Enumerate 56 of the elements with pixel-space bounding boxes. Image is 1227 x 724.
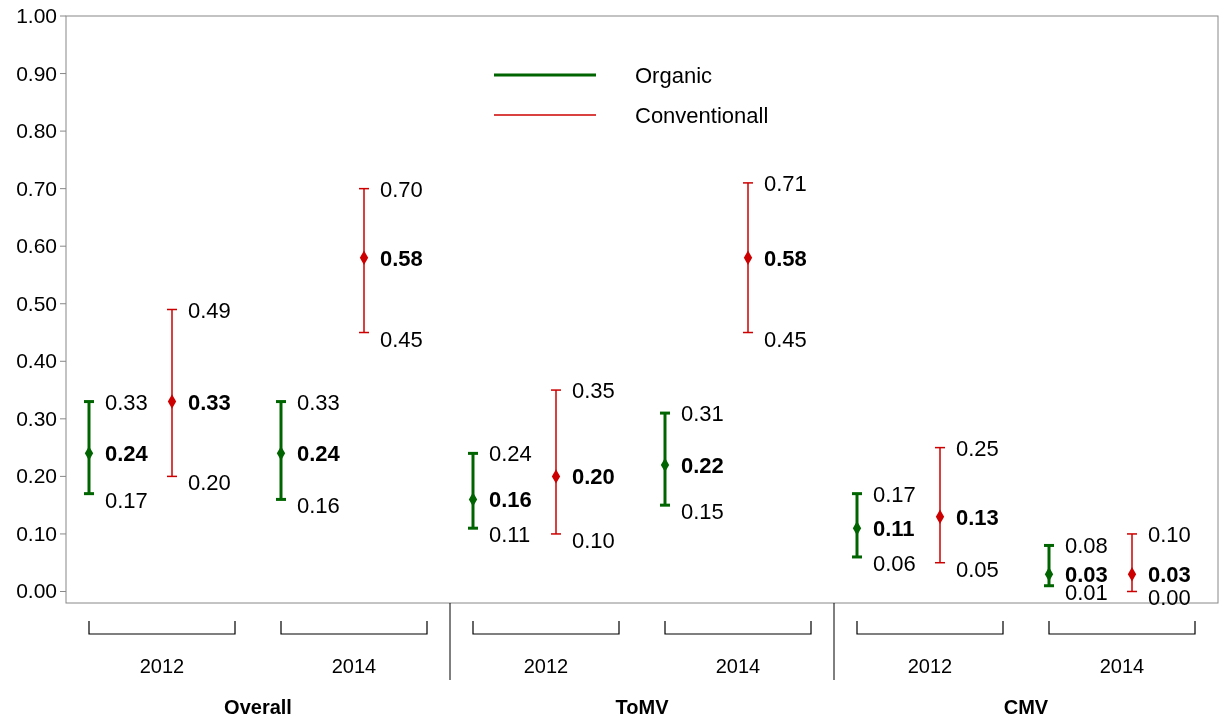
annotation: 0.71 [764,170,807,196]
annotation: 0.00 [1148,585,1191,611]
annotation: 0.10 [1148,521,1191,547]
x-tick-label: 2014 [715,655,761,677]
text: Overall [224,696,292,718]
annotation: 0.70 [380,176,423,202]
y-tick-label: 0.10 [16,521,57,545]
x-tick-label: 2012 [907,655,953,677]
annotation: 0.11 [489,522,531,548]
y-tick-label: 0.60 [16,234,57,258]
y-tick-label: 0.80 [16,119,57,143]
y-tick-label: 0.30 [16,406,57,430]
y-tick-label: 0.90 [16,61,57,85]
annotation: 0.31 [681,401,724,427]
y-tick-label: 0.50 [16,291,57,315]
data-label: 0.24 [297,441,341,467]
annotation: 0.33 [297,389,340,415]
y-tick-label: 0.20 [16,464,57,488]
annotation: 0.45 [380,326,423,352]
x-tick-label: 2012 [523,655,569,677]
y-tick-label: 0.40 [16,349,57,373]
data-label: 0.11 [873,516,915,542]
annotation: 0.08 [1065,533,1108,559]
y-tick-label: 0.00 [16,579,57,603]
data-label: 0.22 [681,452,724,478]
annotation: 0.15 [681,499,724,525]
data-label: 0.16 [489,487,532,513]
x-tick-label: 2014 [331,655,377,677]
x-tick-label: 2012 [139,655,185,677]
data-label: 0.58 [380,245,423,271]
data-label: 0.03 [1148,562,1191,588]
legend-label: Conventionall [635,103,769,128]
annotation: 0.10 [572,527,615,553]
data-label: 0.33 [188,389,231,415]
y-tick-label: 0.70 [16,176,57,200]
legend-label: Organic [635,63,713,88]
annotation: 0.17 [873,481,916,507]
annotation: 0.06 [873,550,916,576]
annotation: 0.05 [956,556,999,582]
data-label: 0.24 [105,441,149,467]
annotation: 0.25 [956,435,999,461]
annotation: 0.24 [489,441,532,467]
data-label: 0.20 [572,464,615,490]
annotation: 0.45 [764,326,807,352]
text: CMV [1003,696,1049,718]
annotation: 0.16 [297,493,340,519]
annotation: 0.20 [188,470,231,496]
annotation: 0.33 [105,389,148,415]
data-label: 0.58 [764,245,807,271]
text: ToMV [615,696,670,718]
annotation: 0.49 [188,297,231,323]
annotation: 0.35 [572,378,615,404]
x-tick-label: 2014 [1099,655,1145,677]
annotation: 0.17 [105,487,148,513]
y-tick-label: 1.00 [16,4,57,27]
data-label: 0.13 [956,504,999,530]
